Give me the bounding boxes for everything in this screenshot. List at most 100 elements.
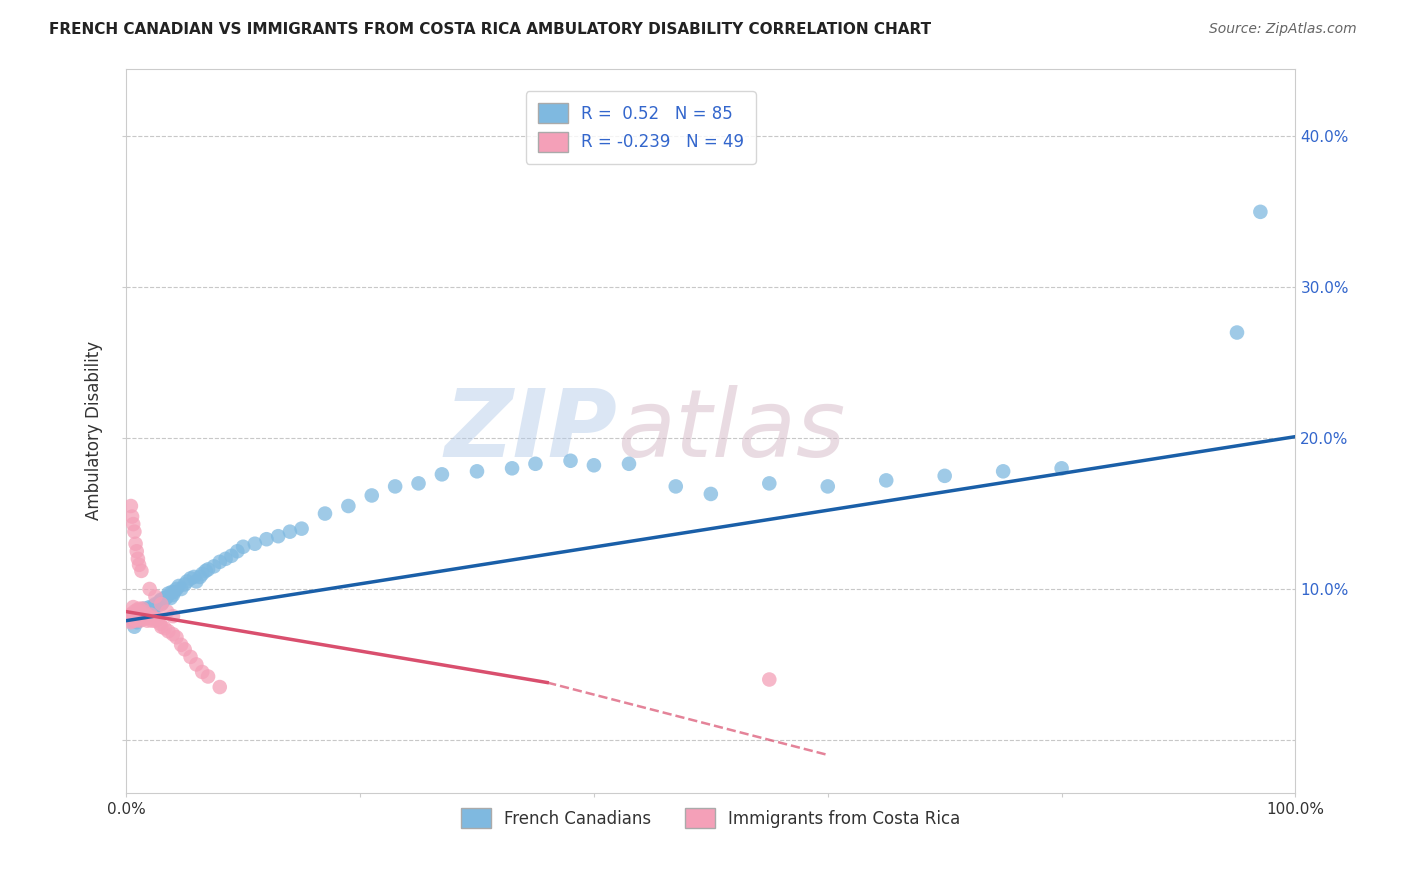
- Point: [243, 537, 266, 551]
- Point: [183, 570, 205, 584]
- Point: [191, 566, 214, 581]
- Point: [934, 468, 956, 483]
- Point: [1249, 204, 1271, 219]
- Point: [162, 627, 184, 641]
- Point: [157, 624, 180, 639]
- Point: [170, 638, 193, 652]
- Point: [132, 612, 155, 626]
- Point: [214, 551, 236, 566]
- Text: atlas: atlas: [617, 385, 845, 476]
- Point: [194, 564, 217, 578]
- Point: [142, 600, 165, 615]
- Point: [124, 537, 146, 551]
- Point: [134, 609, 156, 624]
- Point: [142, 610, 165, 624]
- Point: [122, 609, 145, 624]
- Text: Source: ZipAtlas.com: Source: ZipAtlas.com: [1209, 22, 1357, 37]
- Point: [153, 591, 176, 605]
- Point: [143, 599, 166, 613]
- Point: [360, 488, 382, 502]
- Point: [524, 457, 547, 471]
- Point: [430, 467, 453, 482]
- Point: [121, 509, 143, 524]
- Point: [138, 600, 160, 615]
- Text: FRENCH CANADIAN VS IMMIGRANTS FROM COSTA RICA AMBULATORY DISABILITY CORRELATION : FRENCH CANADIAN VS IMMIGRANTS FROM COSTA…: [49, 22, 931, 37]
- Point: [156, 590, 179, 604]
- Point: [188, 570, 211, 584]
- Point: [124, 609, 146, 624]
- Point: [173, 577, 195, 591]
- Point: [162, 588, 184, 602]
- Point: [131, 564, 153, 578]
- Point: [150, 597, 173, 611]
- Point: [139, 607, 162, 622]
- Point: [278, 524, 301, 539]
- Point: [150, 592, 173, 607]
- Point: [665, 479, 688, 493]
- Point: [132, 601, 155, 615]
- Point: [291, 522, 314, 536]
- Point: [132, 605, 155, 619]
- Point: [145, 599, 167, 613]
- Point: [267, 529, 290, 543]
- Point: [582, 458, 605, 473]
- Point: [191, 665, 214, 679]
- Point: [131, 607, 153, 622]
- Point: [120, 615, 142, 630]
- Point: [465, 464, 488, 478]
- Point: [226, 544, 249, 558]
- Point: [125, 615, 148, 630]
- Point: [150, 620, 173, 634]
- Point: [146, 612, 169, 626]
- Point: [138, 607, 160, 622]
- Point: [560, 454, 582, 468]
- Point: [124, 606, 146, 620]
- Point: [128, 610, 150, 624]
- Point: [384, 479, 406, 493]
- Point: [128, 601, 150, 615]
- Point: [128, 612, 150, 626]
- Point: [221, 549, 243, 563]
- Point: [127, 605, 149, 619]
- Point: [134, 605, 156, 619]
- Point: [408, 476, 430, 491]
- Point: [124, 620, 146, 634]
- Point: [132, 607, 155, 622]
- Point: [124, 605, 146, 619]
- Point: [129, 606, 152, 620]
- Point: [136, 601, 159, 615]
- Point: [149, 616, 172, 631]
- Point: [166, 582, 188, 596]
- Point: [148, 596, 170, 610]
- Point: [124, 612, 146, 626]
- Point: [149, 594, 172, 608]
- Point: [758, 673, 780, 687]
- Point: [118, 607, 141, 622]
- Point: [160, 585, 183, 599]
- Point: [125, 544, 148, 558]
- Point: [152, 596, 174, 610]
- Point: [120, 499, 142, 513]
- Point: [155, 591, 177, 605]
- Point: [758, 476, 780, 491]
- Point: [131, 606, 153, 620]
- Point: [135, 603, 157, 617]
- Point: [145, 597, 167, 611]
- Point: [186, 657, 208, 672]
- Point: [176, 574, 198, 589]
- Point: [232, 540, 254, 554]
- Text: ZIP: ZIP: [444, 384, 617, 476]
- Point: [141, 614, 163, 628]
- Point: [180, 649, 202, 664]
- Point: [122, 517, 145, 532]
- Point: [125, 610, 148, 624]
- Point: [131, 601, 153, 615]
- Point: [166, 630, 188, 644]
- Point: [136, 614, 159, 628]
- Point: [186, 574, 208, 589]
- Point: [817, 479, 839, 493]
- Point: [163, 585, 186, 599]
- Point: [129, 614, 152, 628]
- Point: [208, 680, 231, 694]
- Point: [617, 457, 640, 471]
